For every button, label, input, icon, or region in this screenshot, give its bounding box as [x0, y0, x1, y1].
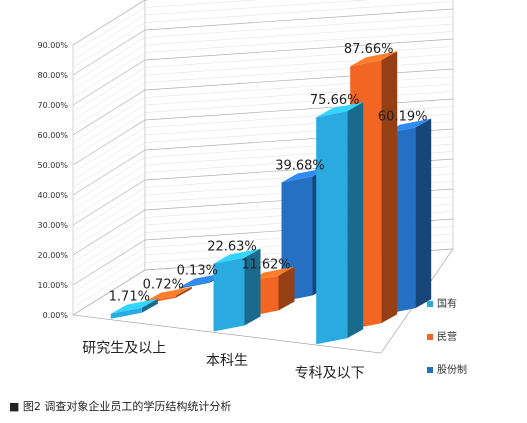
- gridline: [72, 0, 151, 46]
- data-label: 22.63%: [207, 240, 257, 255]
- bar-top: [213, 248, 261, 264]
- caption-text: 图2 调查对象企业员工的学历结构统计分析: [22, 400, 232, 413]
- figure-caption: ■ 图2 调查对象企业员工的学历结构统计分析: [9, 398, 231, 414]
- y-tick-label: 50.00%: [37, 161, 68, 170]
- gridline: [72, 16, 454, 83]
- bar-side: [415, 118, 432, 309]
- category-label: 研究生及以上: [82, 340, 166, 356]
- legend-label: 国有: [437, 297, 457, 310]
- data-label: 0.13%: [177, 264, 218, 279]
- legend-swatch: [427, 367, 433, 373]
- y-tick-label: 90.00%: [37, 41, 68, 50]
- bar-front: [110, 307, 142, 319]
- y-tick-label: 30.00%: [37, 221, 68, 230]
- gridline: [72, 53, 454, 121]
- data-label: 1.71%: [109, 290, 150, 305]
- category-label: 专科及以下: [295, 366, 365, 382]
- bar-top: [350, 51, 398, 67]
- data-label: 87.66%: [344, 42, 394, 57]
- bar-front: [316, 111, 348, 345]
- bar-top: [110, 298, 158, 314]
- data-labels: 0.13% 39.68% 60.19% 0.72% 11.62% 87.66% 1.71% 2…: [109, 42, 428, 305]
- gridline: [72, 0, 259, 53]
- gridline: [72, 38, 454, 106]
- y-axis-ticks: 0.00% 10.00% 20.00% 30.00% 40.00% 50.00% 60.00…: [37, 41, 68, 320]
- bar-side: [381, 51, 398, 324]
- bar-front: [178, 281, 210, 289]
- data-label: 39.68%: [275, 159, 325, 174]
- bar: [110, 298, 158, 319]
- data-label: 60.19%: [378, 110, 428, 125]
- y-tick-label: 10.00%: [37, 281, 68, 290]
- bar: [213, 248, 261, 332]
- caption-marker: ■: [9, 400, 20, 413]
- data-label: 75.66%: [310, 93, 360, 108]
- legend-swatch: [427, 301, 433, 307]
- y-tick-label: 0.00%: [43, 311, 69, 320]
- gridline: [72, 1, 454, 68]
- gridline: [72, 23, 454, 91]
- y-tick-label: 80.00%: [37, 71, 68, 80]
- data-label: 11.62%: [241, 258, 291, 273]
- y-tick-label: 70.00%: [37, 101, 68, 110]
- bar-side: [278, 266, 295, 311]
- y-tick-label: 60.00%: [37, 131, 68, 140]
- data-label: 0.72%: [143, 278, 184, 293]
- gridline: [72, 8, 454, 76]
- bar: [316, 102, 364, 345]
- legend-swatch: [427, 334, 433, 340]
- gridline: [72, 0, 369, 61]
- gridline: [72, 46, 454, 113]
- gridline: [72, 31, 454, 98]
- bar-front: [213, 257, 245, 332]
- legend-label: 股份制: [437, 363, 467, 376]
- bar-side: [244, 248, 261, 326]
- bar-top: [144, 286, 192, 302]
- category-label: 本科生: [206, 353, 248, 369]
- bar-side: [175, 286, 192, 298]
- bars: [110, 51, 432, 345]
- bar-side: [141, 298, 158, 313]
- bar-side: [347, 102, 364, 339]
- y-tick-label: 40.00%: [37, 191, 68, 200]
- legend-label: 民营: [437, 330, 457, 343]
- bar-top: [316, 102, 364, 118]
- y-tick-label: 20.00%: [37, 251, 68, 260]
